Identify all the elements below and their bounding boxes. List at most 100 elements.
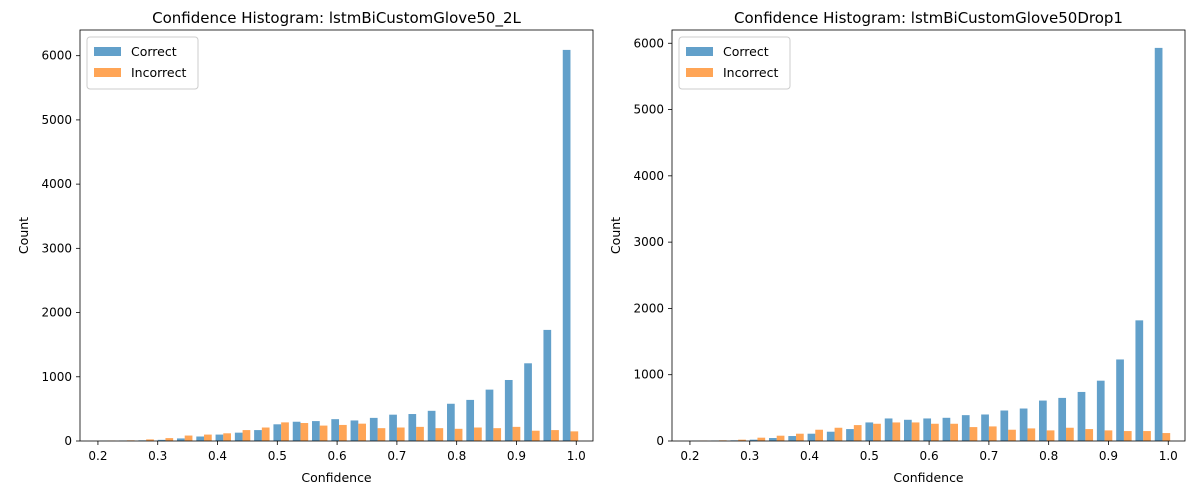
x-tick-label: 0.3 bbox=[740, 449, 759, 463]
bar-incorrect bbox=[796, 434, 804, 441]
bar-correct bbox=[1155, 48, 1163, 441]
y-tick-label: 5000 bbox=[633, 103, 664, 117]
x-tick-label: 0.4 bbox=[800, 449, 819, 463]
bar-incorrect bbox=[339, 425, 347, 441]
x-tick-label: 0.8 bbox=[1039, 449, 1058, 463]
bar-correct bbox=[808, 434, 816, 441]
bar-correct bbox=[1078, 392, 1086, 441]
bar-correct bbox=[428, 411, 436, 441]
bar-incorrect bbox=[416, 427, 424, 441]
bar-incorrect bbox=[358, 424, 366, 441]
chart-title: Confidence Histogram: lstmBiCustomGlove5… bbox=[734, 9, 1123, 27]
bar-correct bbox=[293, 422, 301, 441]
y-tick-label: 2000 bbox=[41, 306, 72, 320]
legend-label-correct: Correct bbox=[723, 44, 769, 59]
x-tick-label: 0.2 bbox=[88, 449, 107, 463]
bar-correct bbox=[486, 390, 494, 441]
y-tick-label: 4000 bbox=[633, 169, 664, 183]
bar-correct bbox=[273, 424, 281, 441]
bar-incorrect bbox=[281, 422, 289, 441]
legend-swatch-incorrect bbox=[686, 68, 713, 77]
bar-correct bbox=[196, 437, 204, 441]
bar-incorrect bbox=[513, 427, 521, 441]
x-tick-label: 0.3 bbox=[148, 449, 167, 463]
bar-correct bbox=[885, 418, 893, 441]
bar-incorrect bbox=[165, 438, 173, 441]
bar-incorrect bbox=[854, 425, 862, 441]
bar-correct bbox=[827, 432, 835, 441]
bar-correct bbox=[788, 436, 796, 441]
bar-correct bbox=[216, 435, 224, 441]
y-tick-label: 6000 bbox=[633, 36, 664, 50]
x-tick-label: 0.7 bbox=[387, 449, 406, 463]
bar-incorrect bbox=[1008, 430, 1016, 441]
x-tick-label: 0.8 bbox=[447, 449, 466, 463]
bar-incorrect bbox=[1105, 430, 1113, 441]
bar-incorrect bbox=[989, 426, 997, 441]
bar-incorrect bbox=[185, 436, 193, 441]
bar-correct bbox=[524, 363, 532, 441]
x-tick-label: 0.6 bbox=[328, 449, 347, 463]
bar-incorrect bbox=[1027, 428, 1035, 441]
bar-correct bbox=[904, 420, 912, 441]
y-tick-label: 5000 bbox=[41, 113, 72, 127]
bar-correct bbox=[235, 433, 243, 441]
legend-label-incorrect: Incorrect bbox=[131, 65, 186, 80]
bar-incorrect bbox=[320, 426, 328, 441]
bar-incorrect bbox=[204, 435, 212, 441]
bar-correct bbox=[543, 330, 551, 441]
y-tick-label: 0 bbox=[64, 434, 72, 448]
legend-swatch-correct bbox=[94, 47, 121, 56]
bar-incorrect bbox=[570, 431, 578, 441]
x-tick-label: 0.5 bbox=[860, 449, 879, 463]
bar-incorrect bbox=[892, 422, 900, 441]
bar-correct bbox=[312, 421, 320, 441]
bar-correct bbox=[331, 419, 339, 441]
bar-incorrect bbox=[435, 428, 443, 441]
bar-incorrect bbox=[551, 430, 559, 441]
bar-correct bbox=[389, 415, 397, 441]
y-tick-label: 3000 bbox=[41, 241, 72, 255]
x-tick-label: 0.9 bbox=[507, 449, 526, 463]
bar-correct bbox=[447, 404, 455, 441]
x-axis-label: Confidence bbox=[301, 470, 372, 485]
legend-label-correct: Correct bbox=[131, 44, 177, 59]
bar-correct bbox=[1000, 411, 1008, 441]
y-tick-label: 1000 bbox=[633, 368, 664, 382]
bar-incorrect bbox=[1124, 431, 1132, 441]
x-tick-label: 1.0 bbox=[1159, 449, 1178, 463]
bar-correct bbox=[846, 429, 854, 441]
y-tick-label: 4000 bbox=[41, 177, 72, 191]
x-tick-label: 0.2 bbox=[680, 449, 699, 463]
bar-incorrect bbox=[243, 430, 251, 441]
bar-correct bbox=[370, 418, 378, 441]
bar-incorrect bbox=[378, 428, 386, 441]
x-tick-label: 1.0 bbox=[567, 449, 586, 463]
bar-correct bbox=[1058, 398, 1066, 441]
x-tick-label: 0.4 bbox=[208, 449, 227, 463]
bar-correct bbox=[865, 422, 873, 441]
bar-incorrect bbox=[474, 428, 482, 441]
bar-correct bbox=[943, 418, 951, 441]
x-tick-label: 0.7 bbox=[979, 449, 998, 463]
plot-frame bbox=[80, 30, 593, 441]
x-tick-label: 0.9 bbox=[1099, 449, 1118, 463]
bar-incorrect bbox=[397, 428, 405, 441]
bar-incorrect bbox=[757, 438, 765, 441]
bar-correct bbox=[1135, 320, 1143, 441]
bar-incorrect bbox=[815, 430, 823, 441]
legend-swatch-correct bbox=[686, 47, 713, 56]
y-axis-label: Count bbox=[16, 217, 31, 254]
y-axis-label: Count bbox=[608, 217, 623, 254]
y-tick-label: 0 bbox=[656, 434, 664, 448]
bar-correct bbox=[923, 418, 931, 441]
y-tick-label: 6000 bbox=[41, 49, 72, 63]
bar-incorrect bbox=[835, 428, 843, 441]
bar-correct bbox=[1039, 401, 1047, 441]
bar-correct bbox=[981, 414, 989, 441]
bar-correct bbox=[351, 420, 359, 441]
